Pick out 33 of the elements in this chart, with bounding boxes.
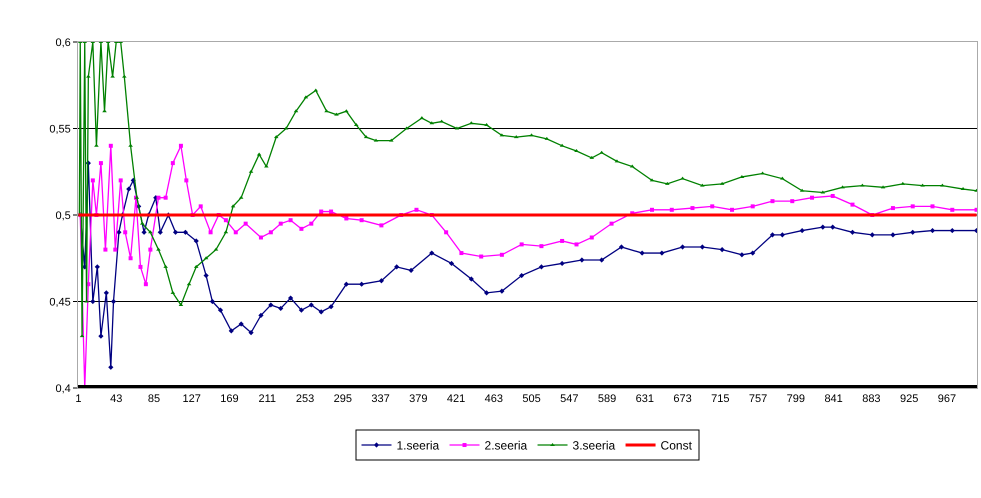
y-tick-label: 0,5 <box>56 210 71 222</box>
x-tick-label: 43 <box>110 393 122 406</box>
legend-label: Const <box>660 438 693 453</box>
legend-label: 1.seeria <box>396 438 440 453</box>
x-tick-label: 85 <box>148 393 160 406</box>
y-tick-label: 0,6 <box>56 36 71 49</box>
y-tick-label: 0,55 <box>49 123 71 136</box>
legend-label: 3.seeria <box>572 438 616 453</box>
x-tick-label: 631 <box>636 393 654 406</box>
x-tick-label: 379 <box>409 393 428 406</box>
y-tick-label: 0,45 <box>49 296 71 308</box>
x-tick-label: 841 <box>824 393 843 406</box>
x-tick-label: 211 <box>258 393 276 406</box>
x-tick-label: 127 <box>182 393 201 406</box>
x-tick-label: 1 <box>75 393 82 406</box>
x-tick-label: 463 <box>484 393 503 406</box>
x-tick-label: 757 <box>748 393 768 406</box>
x-tick-label: 169 <box>220 393 239 406</box>
x-tick-label: 505 <box>522 393 541 406</box>
x-tick-label: 253 <box>296 393 314 406</box>
x-tick-label: 337 <box>371 393 390 406</box>
x-tick-label: 589 <box>598 393 616 406</box>
x-tick-label: 547 <box>560 393 578 406</box>
x-tick-label: 883 <box>862 393 881 406</box>
x-tick-label: 925 <box>900 393 918 406</box>
y-tick-label: 0,4 <box>56 382 71 395</box>
x-tick-label: 295 <box>334 393 352 406</box>
x-tick-label: 967 <box>938 393 956 406</box>
x-tick-label: 421 <box>446 393 466 406</box>
x-tick-label: 799 <box>786 393 806 406</box>
x-tick-label: 673 <box>673 393 692 406</box>
legend-label: 2.seeria <box>484 438 528 453</box>
x-tick-label: 715 <box>711 393 730 406</box>
